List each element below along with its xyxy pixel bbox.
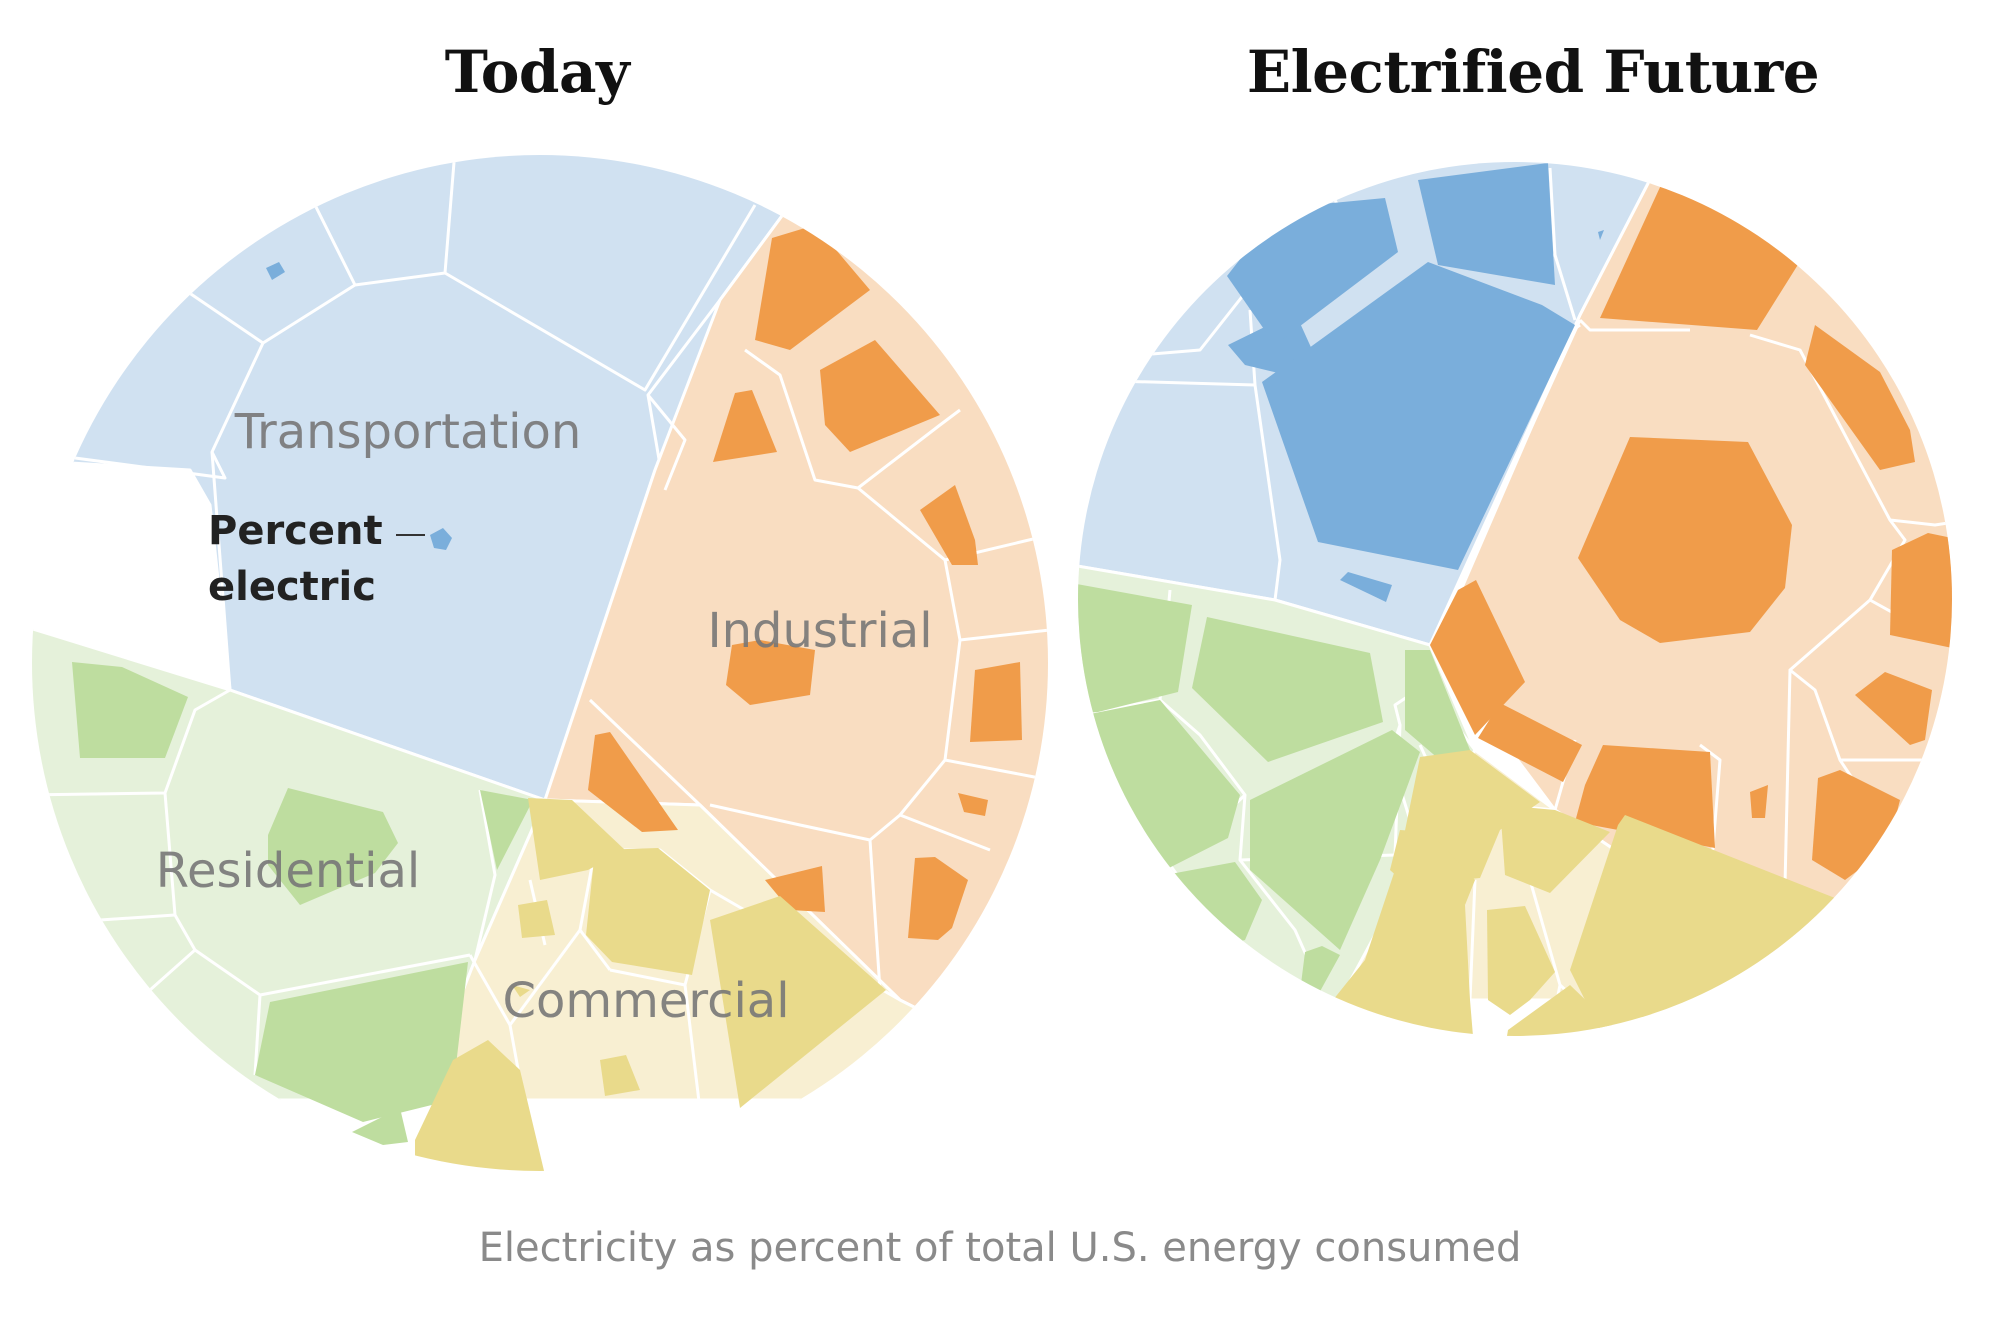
today-chart: Transportation Industrial Residential Co… bbox=[32, 155, 1048, 1171]
electric-cell-industrial-3 bbox=[713, 390, 777, 462]
electric-cell-transport-6 bbox=[1340, 572, 1392, 602]
electric-cell-residential-6 bbox=[1165, 862, 1262, 945]
electric-cell-industrial-7 bbox=[588, 732, 678, 832]
electric-cell-residential-2 bbox=[268, 788, 398, 905]
electric-cell-industrial-5 bbox=[726, 640, 815, 705]
electric-cell-residential-5 bbox=[1250, 730, 1420, 950]
key-label-line2: electric bbox=[208, 564, 376, 610]
electric-cell-industrial-2 bbox=[820, 340, 940, 452]
electric-cell-industrial-7 bbox=[1478, 703, 1582, 782]
electric-cell-residential-1 bbox=[1078, 570, 1192, 720]
electric-cell-commercial-2 bbox=[1500, 805, 1610, 893]
electric-cell-residential-2 bbox=[1192, 617, 1383, 762]
electric-cell-residential-3 bbox=[480, 790, 533, 870]
electric-cell-residential-4 bbox=[255, 962, 468, 1122]
electric-cell-commercial-4 bbox=[710, 896, 886, 1108]
electric-cell-commercial-5 bbox=[600, 1055, 640, 1096]
electric-cell-residential-9 bbox=[1255, 1000, 1300, 1036]
electric-share-today bbox=[72, 225, 1022, 1171]
electric-cell-residential-1 bbox=[72, 662, 188, 758]
electric-cell-commercial-5 bbox=[1487, 906, 1555, 1015]
sector-label-industrial: Industrial bbox=[707, 603, 932, 659]
electric-cell-residential-4 bbox=[1405, 650, 1470, 760]
electric-cell-industrial-3 bbox=[1578, 437, 1792, 643]
sector-label-residential: Residential bbox=[156, 843, 420, 899]
electric-cell-commercial-2 bbox=[586, 848, 710, 975]
electric-cell-industrial-9 bbox=[1750, 785, 1768, 818]
electric-cell-commercial-3 bbox=[518, 900, 555, 938]
electric-cell-industrial-2 bbox=[1805, 325, 1915, 470]
key-label-line1: Percent bbox=[208, 508, 383, 554]
percent-electric-key: Percent electric bbox=[208, 508, 425, 610]
electric-cell-industrial-9 bbox=[765, 866, 825, 912]
electric-cell-commercial-6 bbox=[415, 1040, 545, 1171]
electric-cell-industrial-8 bbox=[1575, 745, 1715, 848]
chart-title-future: Electrified Future bbox=[1246, 38, 1820, 106]
sector-label-commercial: Commercial bbox=[502, 973, 789, 1029]
electric-share-future bbox=[1078, 163, 1952, 1036]
electric-cell-transport-4 bbox=[1598, 230, 1604, 240]
electric-cell-industrial-10 bbox=[908, 857, 968, 940]
electric-cell-industrial-5 bbox=[1430, 580, 1525, 735]
future-chart bbox=[1078, 162, 1952, 1036]
electric-cell-residential-5 bbox=[352, 1108, 408, 1145]
electric-cell-commercial-7 bbox=[512, 985, 530, 997]
electric-cell-industrial-1 bbox=[1600, 175, 1804, 330]
electric-cell-industrial-4 bbox=[920, 485, 978, 565]
chart-title-today: Today bbox=[444, 38, 630, 106]
electric-cell-transport-2 bbox=[430, 528, 452, 550]
sector-label-transportation: Transportation bbox=[234, 404, 582, 460]
electric-cell-industrial-4 bbox=[1890, 533, 1952, 650]
electric-cell-industrial-6 bbox=[1855, 672, 1932, 745]
electric-cell-industrial-8 bbox=[958, 793, 988, 816]
electric-cell-industrial-6 bbox=[970, 662, 1022, 742]
electric-cell-industrial-1 bbox=[755, 225, 870, 350]
electric-cell-transport-3 bbox=[1418, 163, 1555, 285]
electric-cell-transport-5 bbox=[1262, 262, 1575, 570]
electric-cell-residential-8 bbox=[1300, 946, 1340, 995]
chart-caption: Electricity as percent of total U.S. ene… bbox=[478, 1225, 1522, 1271]
electric-cell-transport-1 bbox=[266, 262, 285, 280]
